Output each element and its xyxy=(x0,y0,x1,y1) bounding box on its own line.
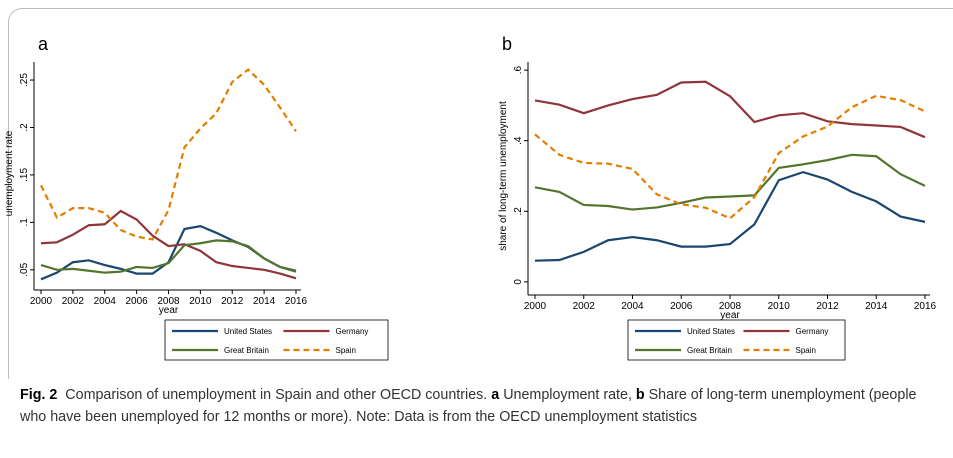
y-tick-label: 0 xyxy=(513,279,524,285)
caption-part-text: Unemployment rate, xyxy=(503,387,632,403)
x-tick-label: 2002 xyxy=(62,296,85,307)
series-line xyxy=(40,68,297,241)
x-tick-label: 2006 xyxy=(126,296,149,307)
caption-text: Comparison of unemployment in Spain and … xyxy=(65,387,488,403)
legend-label: Spain xyxy=(796,346,816,355)
legend-label: United States xyxy=(224,327,272,336)
x-tick-label: 2010 xyxy=(768,301,791,312)
x-tick-label: 2014 xyxy=(865,301,888,312)
y-axis-title: unemployment rate xyxy=(4,130,15,216)
x-tick-label: 2004 xyxy=(621,301,644,312)
y-tick-label: .4 xyxy=(513,136,524,145)
x-tick-label: 2012 xyxy=(221,296,244,307)
y-tick-label: .1 xyxy=(19,218,30,227)
x-axis-title: year xyxy=(159,305,179,316)
series-line xyxy=(534,80,926,139)
y-tick-label: .2 xyxy=(513,207,524,216)
caption: Fig. 2 Comparison of unemployment in Spa… xyxy=(20,384,940,428)
x-tick-label: 2004 xyxy=(94,296,117,307)
series-line xyxy=(40,209,297,280)
x-tick-label: 2016 xyxy=(914,301,937,312)
legend-box xyxy=(627,319,846,361)
x-tick-label: 2008 xyxy=(157,296,180,307)
x-tick-label: 2000 xyxy=(524,301,547,312)
y-tick-label: .15 xyxy=(19,168,30,182)
x-tick-label: 2012 xyxy=(816,301,839,312)
legend-label: Spain xyxy=(336,346,356,355)
figure: a .05 .1 .15 .2 .25 2000 2002 2004 2006 2008 2010 20… xyxy=(4,34,937,361)
x-axis-title: year xyxy=(720,310,740,321)
x-tick-label: 2010 xyxy=(189,296,212,307)
caption-part-label: a xyxy=(491,387,500,403)
legend-box xyxy=(164,319,389,361)
series-line xyxy=(534,94,926,220)
caption-part-text: Share of long-term unemployment (people … xyxy=(20,387,917,425)
legend-label: Germany xyxy=(796,327,829,336)
x-tick-label: 2014 xyxy=(253,296,276,307)
caption-part-label: b xyxy=(635,387,645,403)
series-line xyxy=(40,239,297,274)
series-line xyxy=(534,153,926,211)
panel-label: a xyxy=(38,34,49,54)
x-tick-label: 2008 xyxy=(719,301,742,312)
x-tick-label: 2006 xyxy=(670,301,693,312)
y-tick-label: .05 xyxy=(19,262,30,276)
figure-card xyxy=(8,8,953,379)
y-tick-label: .2 xyxy=(19,123,30,132)
caption-label: Fig. 2 xyxy=(20,387,58,403)
legend-label: Great Britain xyxy=(687,346,732,355)
x-tick-label: 2000 xyxy=(30,296,53,307)
legend-label: United States xyxy=(687,327,735,336)
legend-label: Great Britain xyxy=(224,346,269,355)
series-line xyxy=(534,170,926,262)
x-tick-label: 2016 xyxy=(285,296,308,307)
x-tick-label: 2002 xyxy=(573,301,596,312)
y-tick-label: .25 xyxy=(19,73,30,87)
legend-label: Germany xyxy=(336,327,369,336)
y-tick-label: .6 xyxy=(513,66,524,75)
y-axis-title: share of long-term unemployment xyxy=(498,101,509,251)
panel-label: b xyxy=(502,34,512,54)
